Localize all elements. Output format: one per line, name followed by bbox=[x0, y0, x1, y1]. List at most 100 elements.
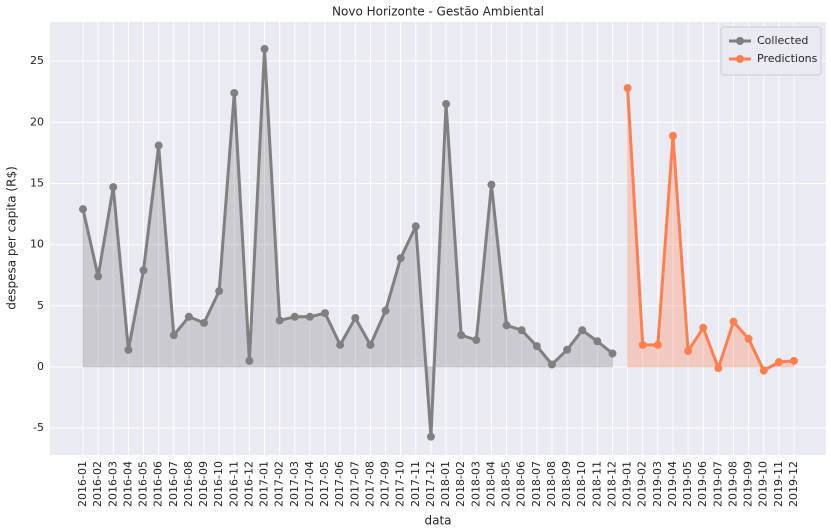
marker bbox=[790, 356, 798, 365]
marker bbox=[275, 316, 284, 325]
marker bbox=[426, 432, 435, 441]
x-tick-label: 2019-05 bbox=[681, 461, 694, 507]
x-tick-label: 2017-11 bbox=[409, 461, 422, 507]
marker bbox=[396, 254, 405, 263]
marker bbox=[502, 321, 511, 330]
marker bbox=[638, 340, 647, 349]
x-tick-label: 2018-07 bbox=[530, 461, 543, 507]
y-tick-label: -5 bbox=[33, 421, 44, 434]
x-tick-label: 2019-06 bbox=[696, 461, 709, 507]
x-tick-label: 2016-07 bbox=[167, 461, 180, 507]
x-tick-label: 2016-10 bbox=[212, 461, 225, 507]
marker bbox=[563, 345, 572, 354]
x-tick-label: 2018-04 bbox=[484, 461, 497, 507]
legend-label: Collected bbox=[757, 34, 808, 47]
x-tick-label: 2018-05 bbox=[500, 461, 513, 507]
x-tick-label: 2016-04 bbox=[121, 461, 134, 507]
marker bbox=[139, 266, 148, 275]
x-tick-label: 2019-09 bbox=[742, 461, 755, 507]
marker bbox=[290, 312, 299, 321]
x-tick-label: 2017-07 bbox=[348, 461, 361, 507]
legend-box bbox=[720, 26, 822, 76]
marker bbox=[608, 349, 617, 358]
marker bbox=[260, 44, 269, 53]
x-tick-label: 2018-06 bbox=[515, 461, 528, 507]
marker bbox=[336, 340, 345, 349]
x-axis-label: data bbox=[424, 514, 451, 528]
x-tick-label: 2018-03 bbox=[469, 461, 482, 507]
plot-area bbox=[50, 22, 826, 455]
x-tick-label: 2019-12 bbox=[787, 461, 800, 507]
y-tick-label: 5 bbox=[37, 299, 44, 312]
marker bbox=[321, 309, 330, 318]
marker bbox=[169, 331, 178, 340]
y-tick-label: 20 bbox=[30, 115, 44, 128]
marker bbox=[200, 318, 209, 327]
x-tick-label: 2018-11 bbox=[590, 461, 603, 507]
x-tick-label: 2016-12 bbox=[242, 461, 255, 507]
legend-marker bbox=[736, 55, 744, 63]
marker bbox=[109, 183, 118, 192]
x-tick-label: 2017-01 bbox=[258, 461, 271, 507]
marker bbox=[305, 312, 314, 321]
marker bbox=[668, 131, 677, 140]
marker bbox=[442, 99, 451, 108]
x-tick-label: 2019-04 bbox=[666, 461, 679, 507]
chart-title: Novo Horizonte - Gestão Ambiental bbox=[332, 5, 544, 19]
marker bbox=[154, 141, 163, 150]
x-tick-label: 2018-01 bbox=[439, 461, 452, 507]
marker bbox=[578, 326, 587, 335]
x-tick-label: 2019-01 bbox=[621, 461, 634, 507]
marker bbox=[547, 360, 556, 369]
marker bbox=[714, 364, 723, 373]
x-tick-label: 2019-11 bbox=[772, 461, 785, 507]
marker bbox=[184, 312, 193, 321]
marker bbox=[684, 347, 693, 356]
x-tick-label: 2018-12 bbox=[605, 461, 618, 507]
y-tick-label: 0 bbox=[37, 360, 44, 373]
x-tick-label: 2017-10 bbox=[394, 461, 407, 507]
marker bbox=[351, 314, 360, 323]
marker bbox=[215, 287, 224, 296]
marker bbox=[759, 366, 768, 375]
marker bbox=[487, 180, 496, 189]
marker bbox=[532, 342, 541, 351]
x-tick-label: 2018-08 bbox=[545, 461, 558, 507]
marker bbox=[366, 340, 375, 349]
marker bbox=[124, 345, 133, 354]
x-tick-label: 2016-05 bbox=[137, 461, 150, 507]
legend-label: Predictions bbox=[757, 52, 818, 65]
x-tick-label: 2016-06 bbox=[152, 461, 165, 507]
x-tick-label: 2016-02 bbox=[91, 461, 104, 507]
y-tick-label: 10 bbox=[30, 238, 44, 251]
x-tick-label: 2019-03 bbox=[651, 461, 664, 507]
marker bbox=[593, 337, 602, 346]
marker bbox=[381, 306, 390, 315]
x-tick-label: 2017-12 bbox=[424, 461, 437, 507]
marker bbox=[94, 272, 103, 281]
x-tick-label: 2017-06 bbox=[333, 461, 346, 507]
marker bbox=[653, 340, 662, 349]
marker bbox=[245, 356, 254, 365]
y-tick-label: 15 bbox=[30, 176, 44, 189]
y-tick-label: 25 bbox=[30, 54, 44, 67]
marker bbox=[623, 84, 632, 93]
x-tick-label: 2018-02 bbox=[454, 461, 467, 507]
x-tick-label: 2016-08 bbox=[182, 461, 195, 507]
x-tick-label: 2017-02 bbox=[273, 461, 286, 507]
x-tick-label: 2018-09 bbox=[560, 461, 573, 507]
marker bbox=[517, 326, 526, 335]
x-tick-label: 2016-03 bbox=[106, 461, 119, 507]
x-tick-label: 2016-09 bbox=[197, 461, 210, 507]
x-tick-label: 2016-01 bbox=[76, 461, 89, 507]
x-tick-label: 2019-10 bbox=[757, 461, 770, 507]
legend-marker bbox=[736, 37, 744, 45]
y-axis-label: despesa per capita (R$) bbox=[5, 166, 19, 310]
marker bbox=[699, 323, 708, 332]
x-tick-label: 2016-11 bbox=[227, 461, 240, 507]
marker bbox=[744, 334, 753, 343]
x-tick-label: 2019-02 bbox=[636, 461, 649, 507]
marker bbox=[79, 205, 87, 214]
x-tick-label: 2019-07 bbox=[711, 461, 724, 507]
